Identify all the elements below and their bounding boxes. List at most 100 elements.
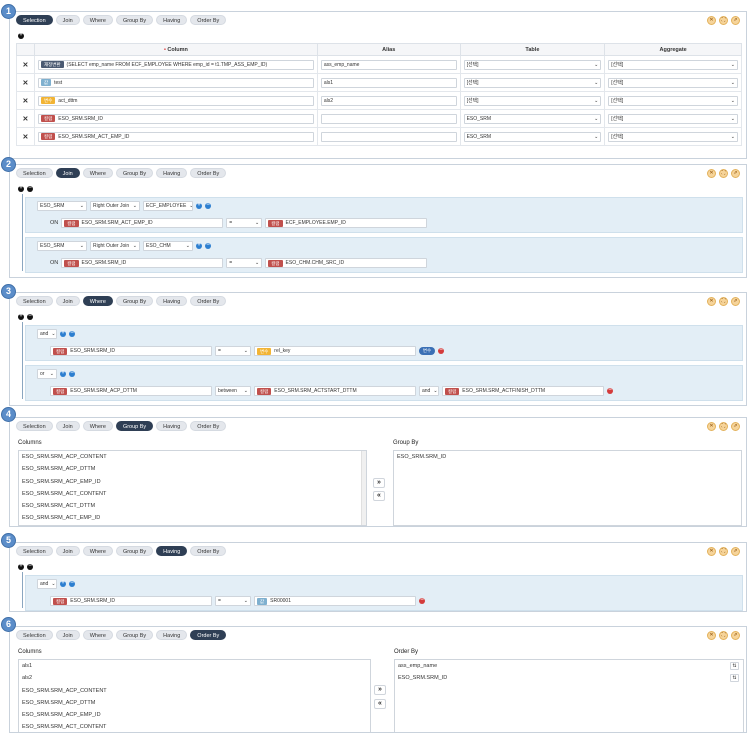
tab-join[interactable]: Join bbox=[55, 168, 80, 178]
tab-selection[interactable]: Selection bbox=[16, 630, 53, 640]
logic-select[interactable]: and ⌄ bbox=[37, 329, 57, 339]
list-item[interactable]: ESO_SRM.SRM_ACP_EMP_ID bbox=[22, 478, 101, 485]
expand-icon[interactable]: ⛶ bbox=[719, 547, 728, 556]
move-right-button[interactable]: » bbox=[373, 478, 385, 488]
plus-icon[interactable]: + bbox=[60, 330, 66, 337]
list-item[interactable]: ESO_SRM.SRM_ACT_CONTENT bbox=[22, 490, 107, 497]
remove-condition-icon[interactable]: − bbox=[419, 597, 425, 604]
close-icon[interactable]: ✕ bbox=[707, 169, 716, 178]
aggregate-select[interactable]: [선택] ⌄ bbox=[608, 59, 738, 70]
orderby-selected-list[interactable]: ass_emp_name ⇅ ESO_SRM.SRM_ID ⇅ bbox=[394, 659, 744, 732]
tab-join[interactable]: Join bbox=[55, 15, 80, 25]
link-icon[interactable]: ⇗ bbox=[731, 297, 740, 306]
minus-icon[interactable]: − bbox=[69, 580, 75, 587]
move-right-button[interactable]: » bbox=[374, 685, 386, 695]
remove-row-icon[interactable]: ✕ bbox=[16, 55, 35, 74]
tab-order-by[interactable]: Order By bbox=[190, 630, 227, 640]
link-icon[interactable]: ⇗ bbox=[731, 422, 740, 431]
expand-icon[interactable]: ⛶ bbox=[719, 16, 728, 25]
move-left-button[interactable]: « bbox=[374, 699, 386, 709]
minus-icon[interactable]: − bbox=[69, 330, 75, 337]
orderby-columns-list[interactable]: als1 als2 ESO_SRM.SRM_ACP_CONTENT ESO_SR… bbox=[18, 659, 371, 732]
plus-icon[interactable]: + bbox=[196, 242, 202, 249]
tab-where[interactable]: Where bbox=[82, 168, 113, 178]
minus-icon[interactable]: − bbox=[27, 563, 33, 570]
list-item[interactable]: ESO_SRM.SRM_ACP_CONTENT bbox=[22, 454, 107, 460]
close-icon[interactable]: ✕ bbox=[707, 631, 716, 640]
plus-icon[interactable]: + bbox=[18, 185, 24, 192]
tab-order-by[interactable]: Order By bbox=[190, 421, 227, 431]
tab-order-by[interactable]: Order By bbox=[190, 168, 227, 178]
remove-row-icon[interactable]: ✕ bbox=[16, 109, 35, 128]
tab-having[interactable]: Having bbox=[156, 546, 188, 556]
alias-input[interactable] bbox=[320, 113, 457, 124]
tab-group-by[interactable]: Group By bbox=[115, 421, 154, 431]
condition-left-field[interactable]: 컬럼 ESO_SRM.SRM_ID bbox=[50, 596, 212, 606]
remove-condition-icon[interactable]: − bbox=[438, 347, 444, 354]
tab-group-by[interactable]: Group By bbox=[115, 168, 154, 178]
list-item[interactable]: ESO_SRM.SRM_ACP_CONTENT bbox=[22, 687, 107, 694]
alias-input[interactable] bbox=[320, 131, 457, 142]
plus-icon[interactable]: + bbox=[18, 32, 24, 39]
list-item[interactable]: ESO_SRM.SRM_ACT_EMP_ID bbox=[22, 515, 101, 522]
on-left-field[interactable]: 컬럼 ESO_SRM.SRM_ID bbox=[61, 258, 224, 268]
tab-group-by[interactable]: Group By bbox=[115, 546, 154, 556]
tab-order-by[interactable]: Order By bbox=[190, 15, 227, 25]
table-select[interactable]: [선택] ⌄ bbox=[463, 77, 602, 88]
between-and-select[interactable]: and ⌄ bbox=[419, 386, 439, 396]
variable-toggle[interactable]: 변수 bbox=[419, 347, 435, 355]
logic-select[interactable]: and ⌄ bbox=[37, 579, 57, 589]
alias-input[interactable]: ass_emp_name bbox=[320, 59, 457, 70]
move-left-button[interactable]: « bbox=[373, 491, 385, 501]
condition-right-field[interactable]: 변수 rel_key bbox=[254, 346, 416, 356]
tab-group-by[interactable]: Group By bbox=[115, 630, 154, 640]
on-right-field[interactable]: 컬럼 ECF_EMPLOYEE.EMP_ID bbox=[265, 218, 428, 228]
tab-selection[interactable]: Selection bbox=[16, 168, 53, 178]
list-item[interactable]: als1 bbox=[22, 663, 33, 669]
remove-row-icon[interactable]: ✕ bbox=[16, 73, 35, 92]
expand-icon[interactable]: ⛶ bbox=[719, 422, 728, 431]
aggregate-select[interactable]: [선택] ⌄ bbox=[608, 113, 738, 124]
column-field[interactable]: 재정변환 (SELECT emp_name FROM ECF_EMPLOYEE W… bbox=[37, 59, 314, 70]
aggregate-select[interactable]: [선택] ⌄ bbox=[608, 77, 738, 88]
join-type-select[interactable]: Right Outer Join ⌄ bbox=[90, 201, 140, 211]
list-item[interactable]: ESO_SRM.SRM_ACT_DTTM bbox=[22, 503, 96, 510]
tab-having[interactable]: Having bbox=[156, 630, 188, 640]
on-right-field[interactable]: 컬럼 ESO_CHM.CHM_SRC_ID bbox=[265, 258, 428, 268]
operator-select[interactable]: between ⌄ bbox=[215, 386, 251, 396]
tab-where[interactable]: Where bbox=[82, 15, 113, 25]
list-item[interactable]: ESO_SRM.SRM_ACP_EMP_ID bbox=[22, 712, 101, 719]
operator-select[interactable]: = ⌄ bbox=[226, 218, 263, 228]
condition-left-field[interactable]: 컬럼 ESO_SRM.SRM_ACP_DTTM bbox=[50, 386, 212, 396]
table-select[interactable]: [선택] ⌄ bbox=[463, 59, 602, 70]
tab-where[interactable]: Where bbox=[82, 630, 113, 640]
add-column-button[interactable]: + bbox=[18, 32, 24, 39]
operator-select[interactable]: = ⌄ bbox=[215, 346, 251, 356]
remove-condition-icon[interactable]: − bbox=[607, 387, 613, 394]
on-left-field[interactable]: 컬럼 ESO_SRM.SRM_ACT_EMP_ID bbox=[61, 218, 224, 228]
link-icon[interactable]: ⇗ bbox=[731, 631, 740, 640]
remove-row-icon[interactable]: ✕ bbox=[16, 127, 35, 146]
close-icon[interactable]: ✕ bbox=[707, 547, 716, 556]
right-table-select[interactable]: ESO_CHM ⌄ bbox=[143, 241, 193, 251]
column-field[interactable]: 값 test bbox=[37, 77, 314, 88]
condition-right-field[interactable]: 값 SR00001 bbox=[254, 596, 416, 606]
scrollbar[interactable] bbox=[361, 451, 366, 525]
list-item[interactable]: ESO_SRM.SRM_ACT_CONTENT bbox=[22, 724, 107, 731]
operator-select[interactable]: = ⌄ bbox=[215, 596, 251, 606]
link-icon[interactable]: ⇗ bbox=[731, 547, 740, 556]
list-item[interactable]: ESO_SRM.SRM_ACP_DTTM bbox=[22, 466, 96, 473]
left-table-select[interactable]: ESO_SRM ⌄ bbox=[37, 201, 87, 211]
remove-row-icon[interactable]: ✕ bbox=[16, 91, 35, 110]
condition-right2-field[interactable]: 컬럼 ESO_SRM.SRM_ACTFINISH_DTTM bbox=[442, 386, 604, 396]
groupby-selected-list[interactable]: ESO_SRM.SRM_ID bbox=[393, 450, 742, 526]
expand-icon[interactable]: ⛶ bbox=[719, 631, 728, 640]
condition-right-field[interactable]: 컬럼 ESO_SRM.SRM_ACTSTART_DTTM bbox=[254, 386, 416, 396]
left-table-select[interactable]: ESO_SRM ⌄ bbox=[37, 241, 87, 251]
tab-selection[interactable]: Selection bbox=[16, 421, 53, 431]
list-item[interactable]: ESO_SRM.SRM_ID ⇅ bbox=[395, 672, 743, 684]
groupby-columns-list[interactable]: ESO_SRM.SRM_ACP_CONTENT ESO_SRM.SRM_ACP_… bbox=[18, 450, 367, 526]
list-item[interactable]: als2 bbox=[22, 675, 33, 682]
minus-icon[interactable]: − bbox=[27, 185, 33, 192]
operator-select[interactable]: = ⌄ bbox=[226, 258, 263, 268]
